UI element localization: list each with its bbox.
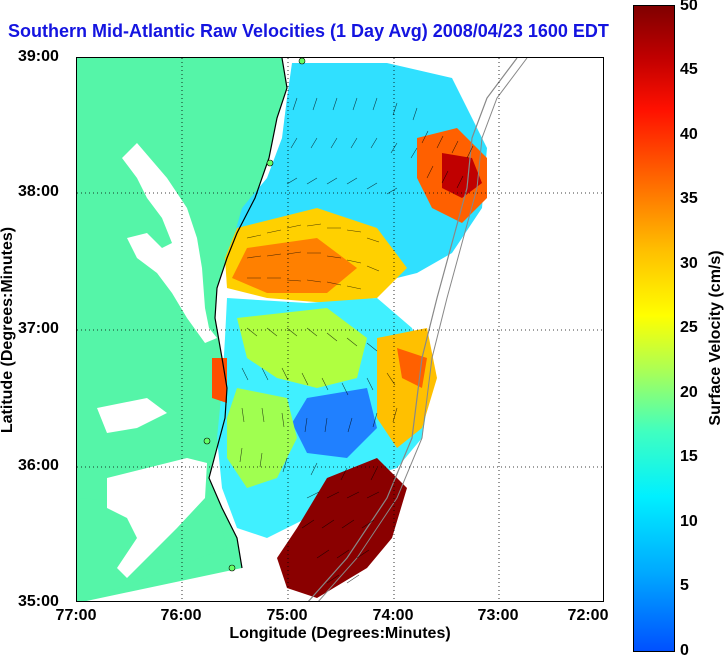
x-tick: 72:00 xyxy=(567,607,609,624)
y-tick: 37:00 xyxy=(18,320,59,337)
station-marker xyxy=(298,58,306,65)
sound-water xyxy=(107,458,207,578)
colorbar-label: Surface Velocity (cm/s) xyxy=(707,250,724,426)
y-tick: 36:00 xyxy=(18,457,59,474)
y-tick: 39:00 xyxy=(18,48,59,65)
shelf-break-contour xyxy=(307,58,518,601)
velocity-colorbar xyxy=(633,5,675,652)
colorbar-tick: 50 xyxy=(680,0,698,14)
colorbar-tick: 25 xyxy=(680,319,698,336)
land-mass xyxy=(77,58,287,601)
grid-lines xyxy=(77,58,603,601)
map-title: Southern Mid-Atlantic Raw Velocities (1 … xyxy=(8,21,609,41)
colorbar-tick: 45 xyxy=(680,61,698,78)
colorbar-tick: 10 xyxy=(680,513,698,530)
station-marker xyxy=(228,564,236,572)
x-tick: 74:00 xyxy=(372,607,414,624)
x-tick: 73:00 xyxy=(477,607,519,624)
x-tick: 77:00 xyxy=(55,607,97,624)
station-marker xyxy=(203,437,211,445)
velocity-vectors xyxy=(239,97,474,584)
colorbar-tick: 5 xyxy=(680,577,689,594)
velocity-map[interactable] xyxy=(76,57,604,602)
colorbar-tick: 30 xyxy=(680,255,698,272)
y-tick: 38:00 xyxy=(18,183,59,200)
velocity-field-core xyxy=(232,238,357,293)
map-canvas xyxy=(77,58,603,601)
y-tick: 35:00 xyxy=(18,593,59,610)
colorbar-tick: 0 xyxy=(680,642,689,659)
x-tick: 75:00 xyxy=(266,607,308,624)
x-axis-label: Longitude (Degrees:Minutes) xyxy=(229,625,451,642)
colorbar-tick: 40 xyxy=(680,126,698,143)
x-tick: 76:00 xyxy=(160,607,202,624)
colorbar-tick: 15 xyxy=(680,448,698,465)
radar-stations xyxy=(203,58,306,572)
colorbar-tick: 20 xyxy=(680,384,698,401)
colorbar-tick: 35 xyxy=(680,190,698,207)
y-axis-label: Latitude (Degrees:Minutes) xyxy=(0,226,16,434)
station-marker xyxy=(266,159,274,167)
